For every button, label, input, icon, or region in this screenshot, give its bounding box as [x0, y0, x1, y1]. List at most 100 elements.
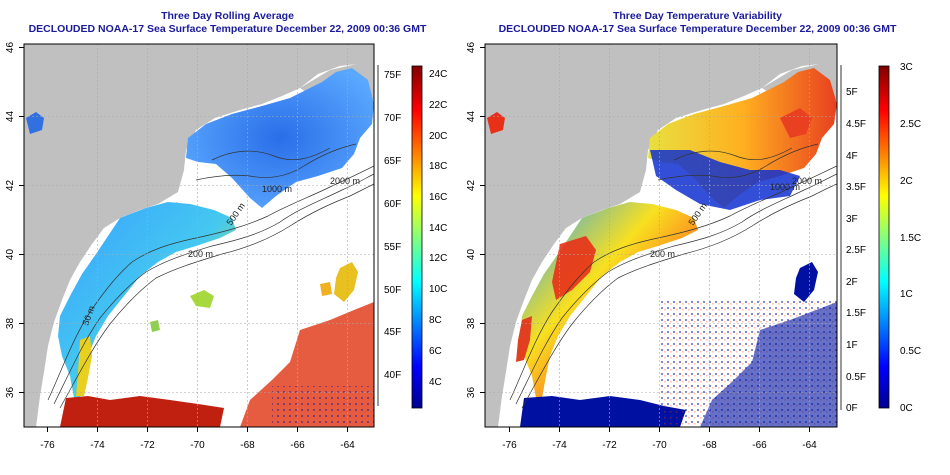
right-map-title: Three Day Temperature Variability DECLOU…	[475, 10, 920, 36]
right-var-ne-patch	[780, 108, 812, 138]
left-colorbar	[411, 65, 423, 409]
right-cbar-f-label: 5F	[846, 87, 858, 98]
left-map: 200 m 500 m 1000 m 2000 m 50 m	[24, 44, 374, 427]
left-sst-gulf-of-maine	[186, 68, 374, 208]
right-cbar-c-label: 0.5C	[900, 346, 921, 357]
right-map-frame	[484, 43, 838, 428]
left-cbar-f-label: 50F	[384, 285, 401, 296]
left-cbar-c-label: 10C	[429, 284, 447, 295]
right-lon-tick: -66	[752, 440, 767, 451]
right-cbar-f-label: 2F	[846, 277, 858, 288]
right-cbar-f-label: 4.5F	[846, 119, 866, 130]
left-cbar-f-label: 40F	[384, 370, 401, 381]
right-title-line2: DECLOUDED NOAA-17 Sea Surface Temperatur…	[498, 23, 897, 35]
left-title-line1: Three Day Rolling Average	[161, 10, 294, 22]
right-gridlines	[485, 44, 837, 427]
left-cbar-c-label: 14C	[429, 223, 447, 234]
left-land	[24, 44, 374, 427]
right-cbar-f-label: 2.5F	[846, 245, 866, 256]
right-x-axis: -76 -74 -72 -70 -68 -66 -64	[502, 427, 817, 451]
left-cbar-c-label: 4C	[429, 377, 442, 388]
right-isobaths	[509, 143, 837, 409]
left-lat-tick: 40	[5, 249, 16, 261]
left-cbar-f-label: 45F	[384, 327, 401, 338]
left-lon-tick: -76	[40, 440, 55, 451]
right-cbar-c-label: 0C	[900, 403, 913, 414]
right-cbar-f-label: 0F	[846, 403, 858, 414]
left-cbar-c-label: 16C	[429, 192, 447, 203]
left-cbar-c-label: 20C	[429, 131, 447, 142]
left-label-1000m: 1000 m	[262, 184, 292, 194]
right-label-1000m: 1000 m	[770, 182, 800, 192]
left-sst-patch-3	[150, 320, 160, 332]
left-colorbar-fahrenheit-labels: 40F 45F 50F 55F 60F 65F 70F 75F	[377, 65, 401, 406]
left-cbar-f-label: 60F	[384, 199, 401, 210]
right-cbar-f-label: 1.5F	[846, 308, 866, 319]
left-label-2000m: 2000 m	[330, 176, 360, 186]
right-var-eddy	[794, 262, 818, 302]
right-var-gulfstream	[520, 396, 686, 427]
left-lat-tick: 38	[5, 318, 16, 330]
left-map-frame	[23, 43, 375, 428]
left-cbar-f-label: 75F	[384, 70, 401, 81]
right-cbar-f-label: 1F	[846, 340, 858, 351]
right-land	[485, 44, 837, 427]
left-colorbar-celsius-labels: 4C 6C 8C 10C 12C 14C 16C 18C 20C 22C 24C	[429, 69, 447, 388]
right-colorbar-fahrenheit-labels: 0F 0.5F 1F 1.5F 2F 2.5F 3F 3.5F 4F 4.5F …	[840, 65, 866, 414]
right-y-axis: 36 38 40 42 44 46	[466, 42, 485, 399]
right-cbar-c-label: 3C	[900, 62, 913, 73]
left-lat-tick: 44	[5, 111, 16, 123]
right-cbar-c-label: 1.5C	[900, 233, 921, 244]
left-lon-tick: -68	[240, 440, 255, 451]
right-lat-tick: 38	[466, 318, 477, 330]
right-var-coastal	[516, 316, 532, 362]
left-cbar-f-label: 65F	[384, 156, 401, 167]
right-cbar-c-label: 2.5C	[900, 119, 921, 130]
right-cbar-f-label: 3.5F	[846, 182, 866, 193]
right-lon-tick: -70	[652, 440, 667, 451]
left-cbar-c-label: 24C	[429, 69, 447, 80]
left-lon-tick: -70	[190, 440, 205, 451]
left-cbar-c-label: 12C	[429, 253, 447, 264]
left-sst-patch	[190, 290, 214, 308]
left-sst-gulfstream	[60, 396, 224, 427]
right-lat-tick: 36	[466, 387, 477, 399]
right-lon-tick: -72	[602, 440, 617, 451]
left-lon-tick: -72	[140, 440, 155, 451]
right-colorbar-celsius-labels: 0C 0.5C 1C 1.5C 2C 2.5C 3C	[900, 62, 921, 414]
right-lat-tick: 40	[466, 249, 477, 261]
right-lat-tick: 44	[466, 111, 477, 123]
left-sst-patch-2	[320, 282, 332, 296]
left-cbar-c-label: 8C	[429, 315, 442, 326]
right-lon-tick: -74	[552, 440, 567, 451]
right-map: 200 m 500 m 1000 m 2000 m	[485, 44, 837, 427]
left-isobaths	[47, 143, 374, 409]
left-cbar-c-label: 22C	[429, 100, 447, 111]
right-cbar-f-label: 4F	[846, 151, 858, 162]
left-sst-shelf	[58, 202, 236, 398]
left-cbar-c-label: 6C	[429, 346, 442, 357]
right-var-gulf-edge	[650, 150, 800, 210]
right-cbar-f-label: 3F	[846, 214, 858, 225]
right-cbar-c-label: 1C	[900, 289, 913, 300]
right-cbar-c-label: 2C	[900, 176, 913, 187]
left-lat-tick: 42	[5, 180, 16, 192]
left-lon-tick: -74	[90, 440, 105, 451]
left-label-200m: 200 m	[188, 249, 213, 259]
left-sst-eddy	[334, 262, 358, 302]
left-lat-tick: 36	[5, 387, 16, 399]
left-lon-tick: -66	[290, 440, 305, 451]
right-lat-tick: 42	[466, 180, 477, 192]
right-title-line1: Three Day Temperature Variability	[612, 10, 783, 22]
right-lon-tick: -68	[702, 440, 717, 451]
left-lat-tick: 46	[5, 42, 16, 54]
right-var-island	[487, 112, 505, 134]
right-lon-tick: -64	[802, 440, 817, 451]
left-cbar-c-label: 18C	[429, 161, 447, 172]
right-lat-tick: 46	[466, 42, 477, 54]
left-y-axis: 36 38 40 42 44 46	[5, 42, 24, 399]
left-title-line2: DECLOUDED NOAA-17 Sea Surface Temperatur…	[28, 23, 427, 35]
left-x-axis: -76 -74 -72 -70 -68 -66 -64	[40, 427, 355, 451]
left-cbar-f-label: 55F	[384, 242, 401, 253]
